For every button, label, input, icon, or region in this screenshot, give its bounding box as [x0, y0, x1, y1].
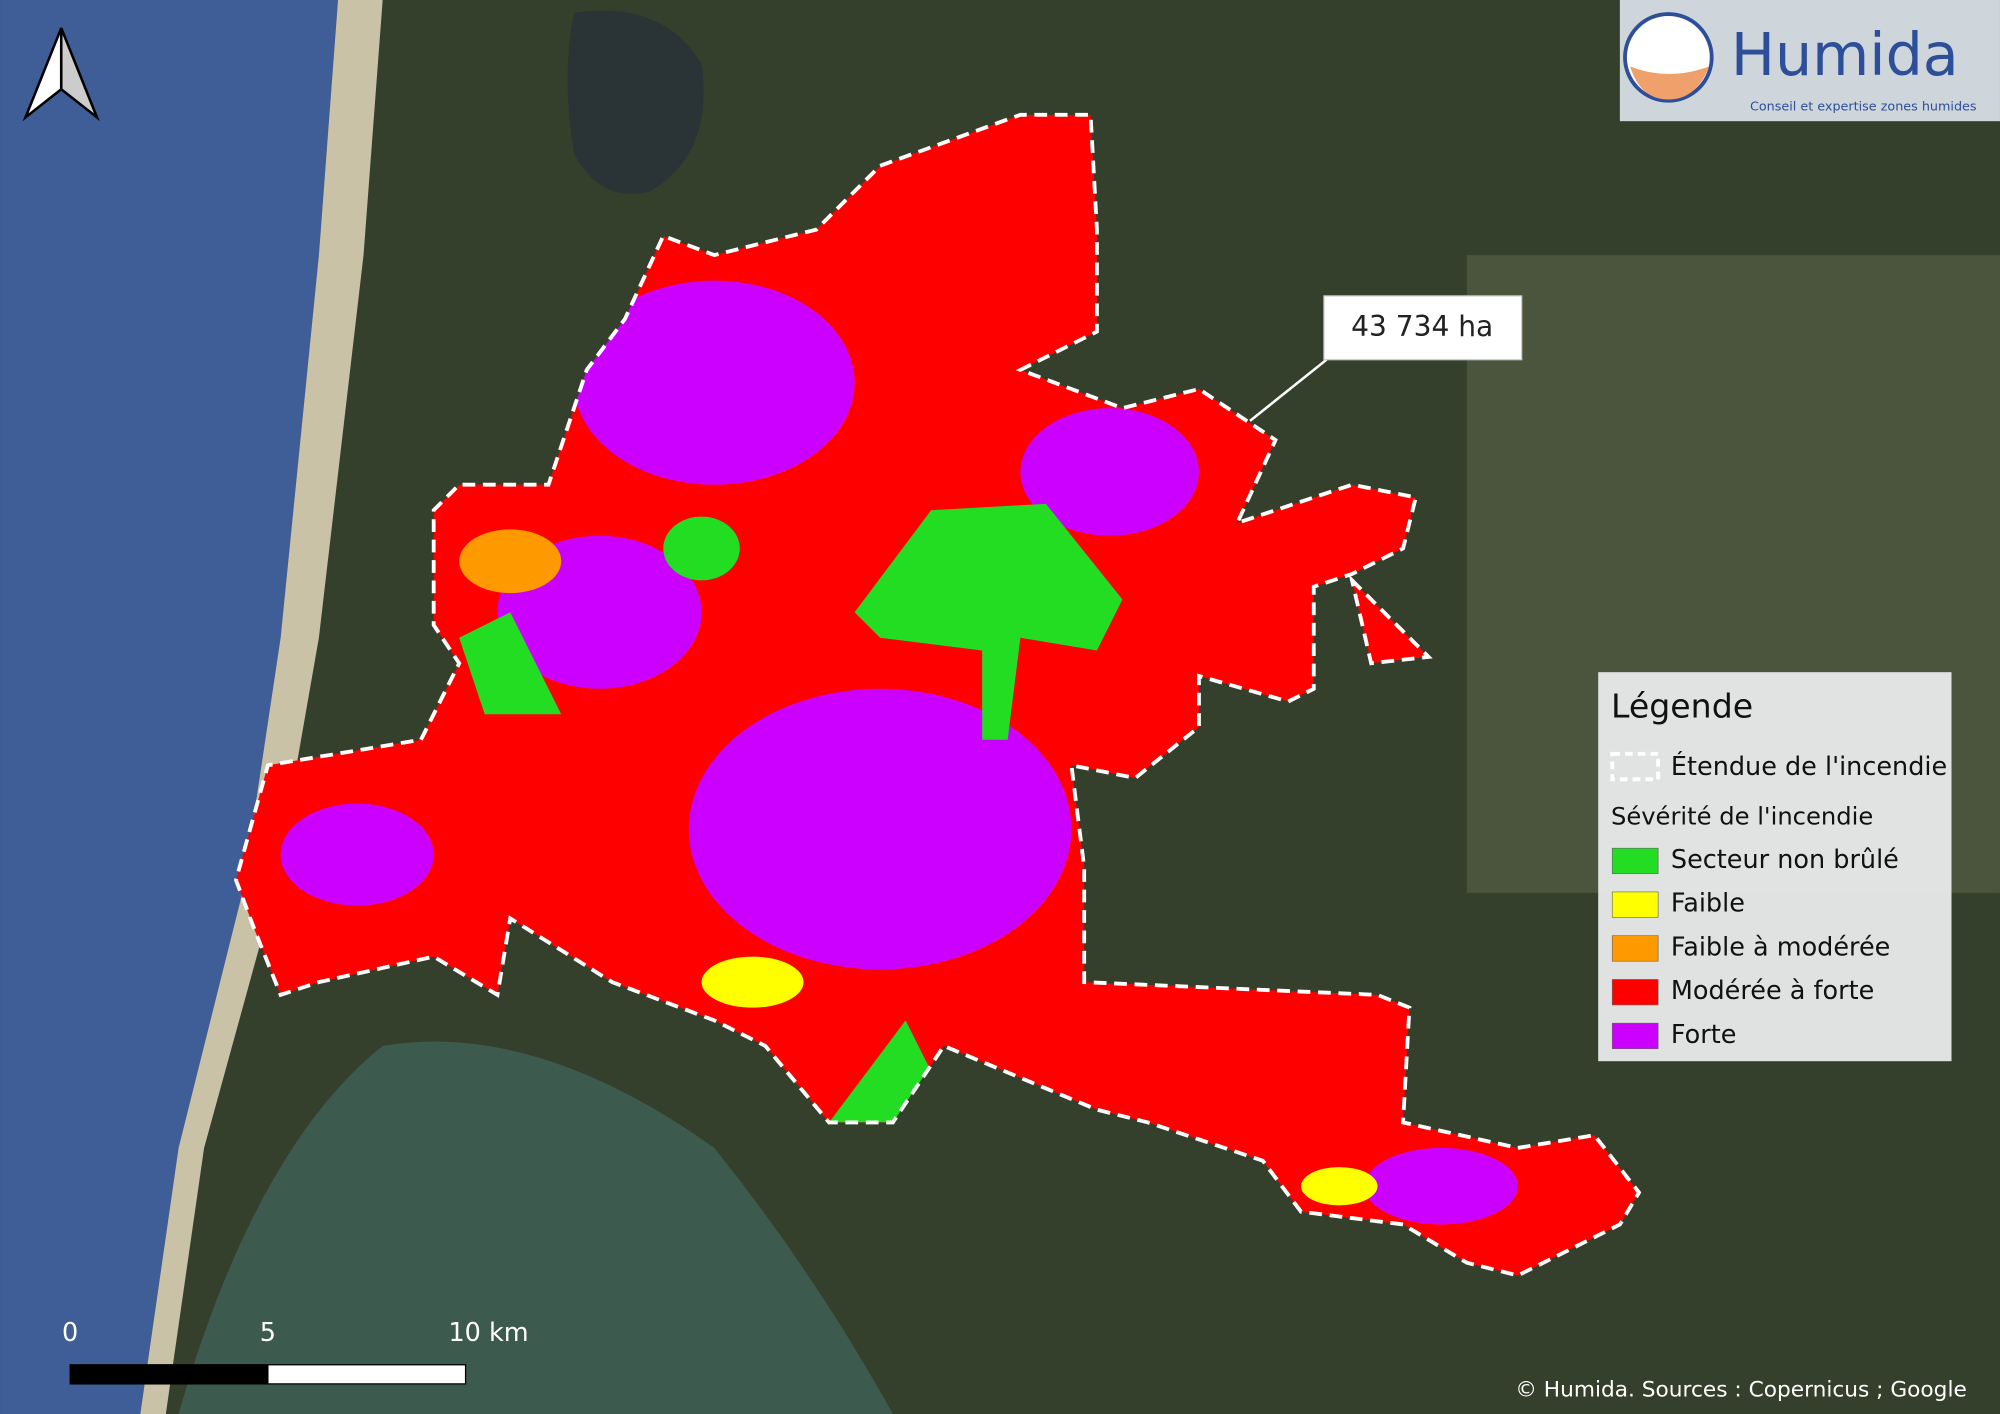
- legend-extent: Étendue de l'incendie: [1671, 752, 1947, 782]
- severity-zone: [280, 803, 434, 906]
- legend-subtitle: Sévérité de l'incendie: [1611, 803, 1873, 831]
- legend-label: Faible à modérée: [1671, 932, 1890, 962]
- scale-bar-segment: [267, 1364, 467, 1385]
- severity-zone: [573, 280, 855, 485]
- legend-label: Secteur non brûlé: [1671, 845, 1899, 875]
- callout-line: [1249, 358, 1328, 422]
- logo-tagline: Conseil et expertise zones humides: [1750, 100, 1977, 115]
- extent-swatch: [1610, 751, 1661, 782]
- legend-title: Légende: [1611, 686, 1753, 725]
- legend-label: Faible: [1671, 889, 1745, 919]
- legend-label: Modérée à forte: [1671, 976, 1874, 1006]
- logo-wave: [1630, 66, 1710, 100]
- severity-zone: [663, 516, 740, 581]
- legend-swatch: [1611, 935, 1659, 962]
- logo-name: Humida: [1731, 21, 1959, 89]
- fire-extent: [1348, 574, 1433, 666]
- severity-zone: [701, 956, 804, 1008]
- severity-zone: [688, 688, 1072, 970]
- scale-bar-segment: [69, 1364, 269, 1385]
- legend-swatch: [1611, 891, 1659, 918]
- north-arrow: [22, 27, 100, 122]
- scale-label: 5: [260, 1318, 276, 1348]
- severity-zone: [459, 612, 562, 715]
- legend-swatch: [1611, 847, 1659, 875]
- fire-extent: [233, 112, 1642, 1278]
- beach: [140, 0, 383, 1414]
- attribution: © Humida. Sources : Copernicus ; Google: [1515, 1377, 1967, 1402]
- legend-swatch: [1611, 979, 1659, 1006]
- scale-label: 10 km: [448, 1318, 528, 1348]
- bay: [178, 1041, 893, 1414]
- legend-label: Forte: [1671, 1020, 1737, 1050]
- severity-zone: [1301, 1167, 1378, 1206]
- lake: [567, 10, 704, 194]
- severity-zone: [1364, 1147, 1518, 1225]
- severity-zone: [1020, 408, 1199, 536]
- ocean: [0, 0, 339, 1414]
- severity-zone: [854, 503, 1123, 740]
- legend-swatch: [1611, 1022, 1659, 1050]
- callout-box: [1323, 295, 1523, 361]
- area-label: 43 734 ha: [1351, 310, 1493, 343]
- legend-items: Secteur non brûlé Faible Faible à modérée M…: [1611, 845, 1899, 1050]
- severity-zone: [459, 529, 562, 594]
- scale-label: 0: [62, 1318, 78, 1348]
